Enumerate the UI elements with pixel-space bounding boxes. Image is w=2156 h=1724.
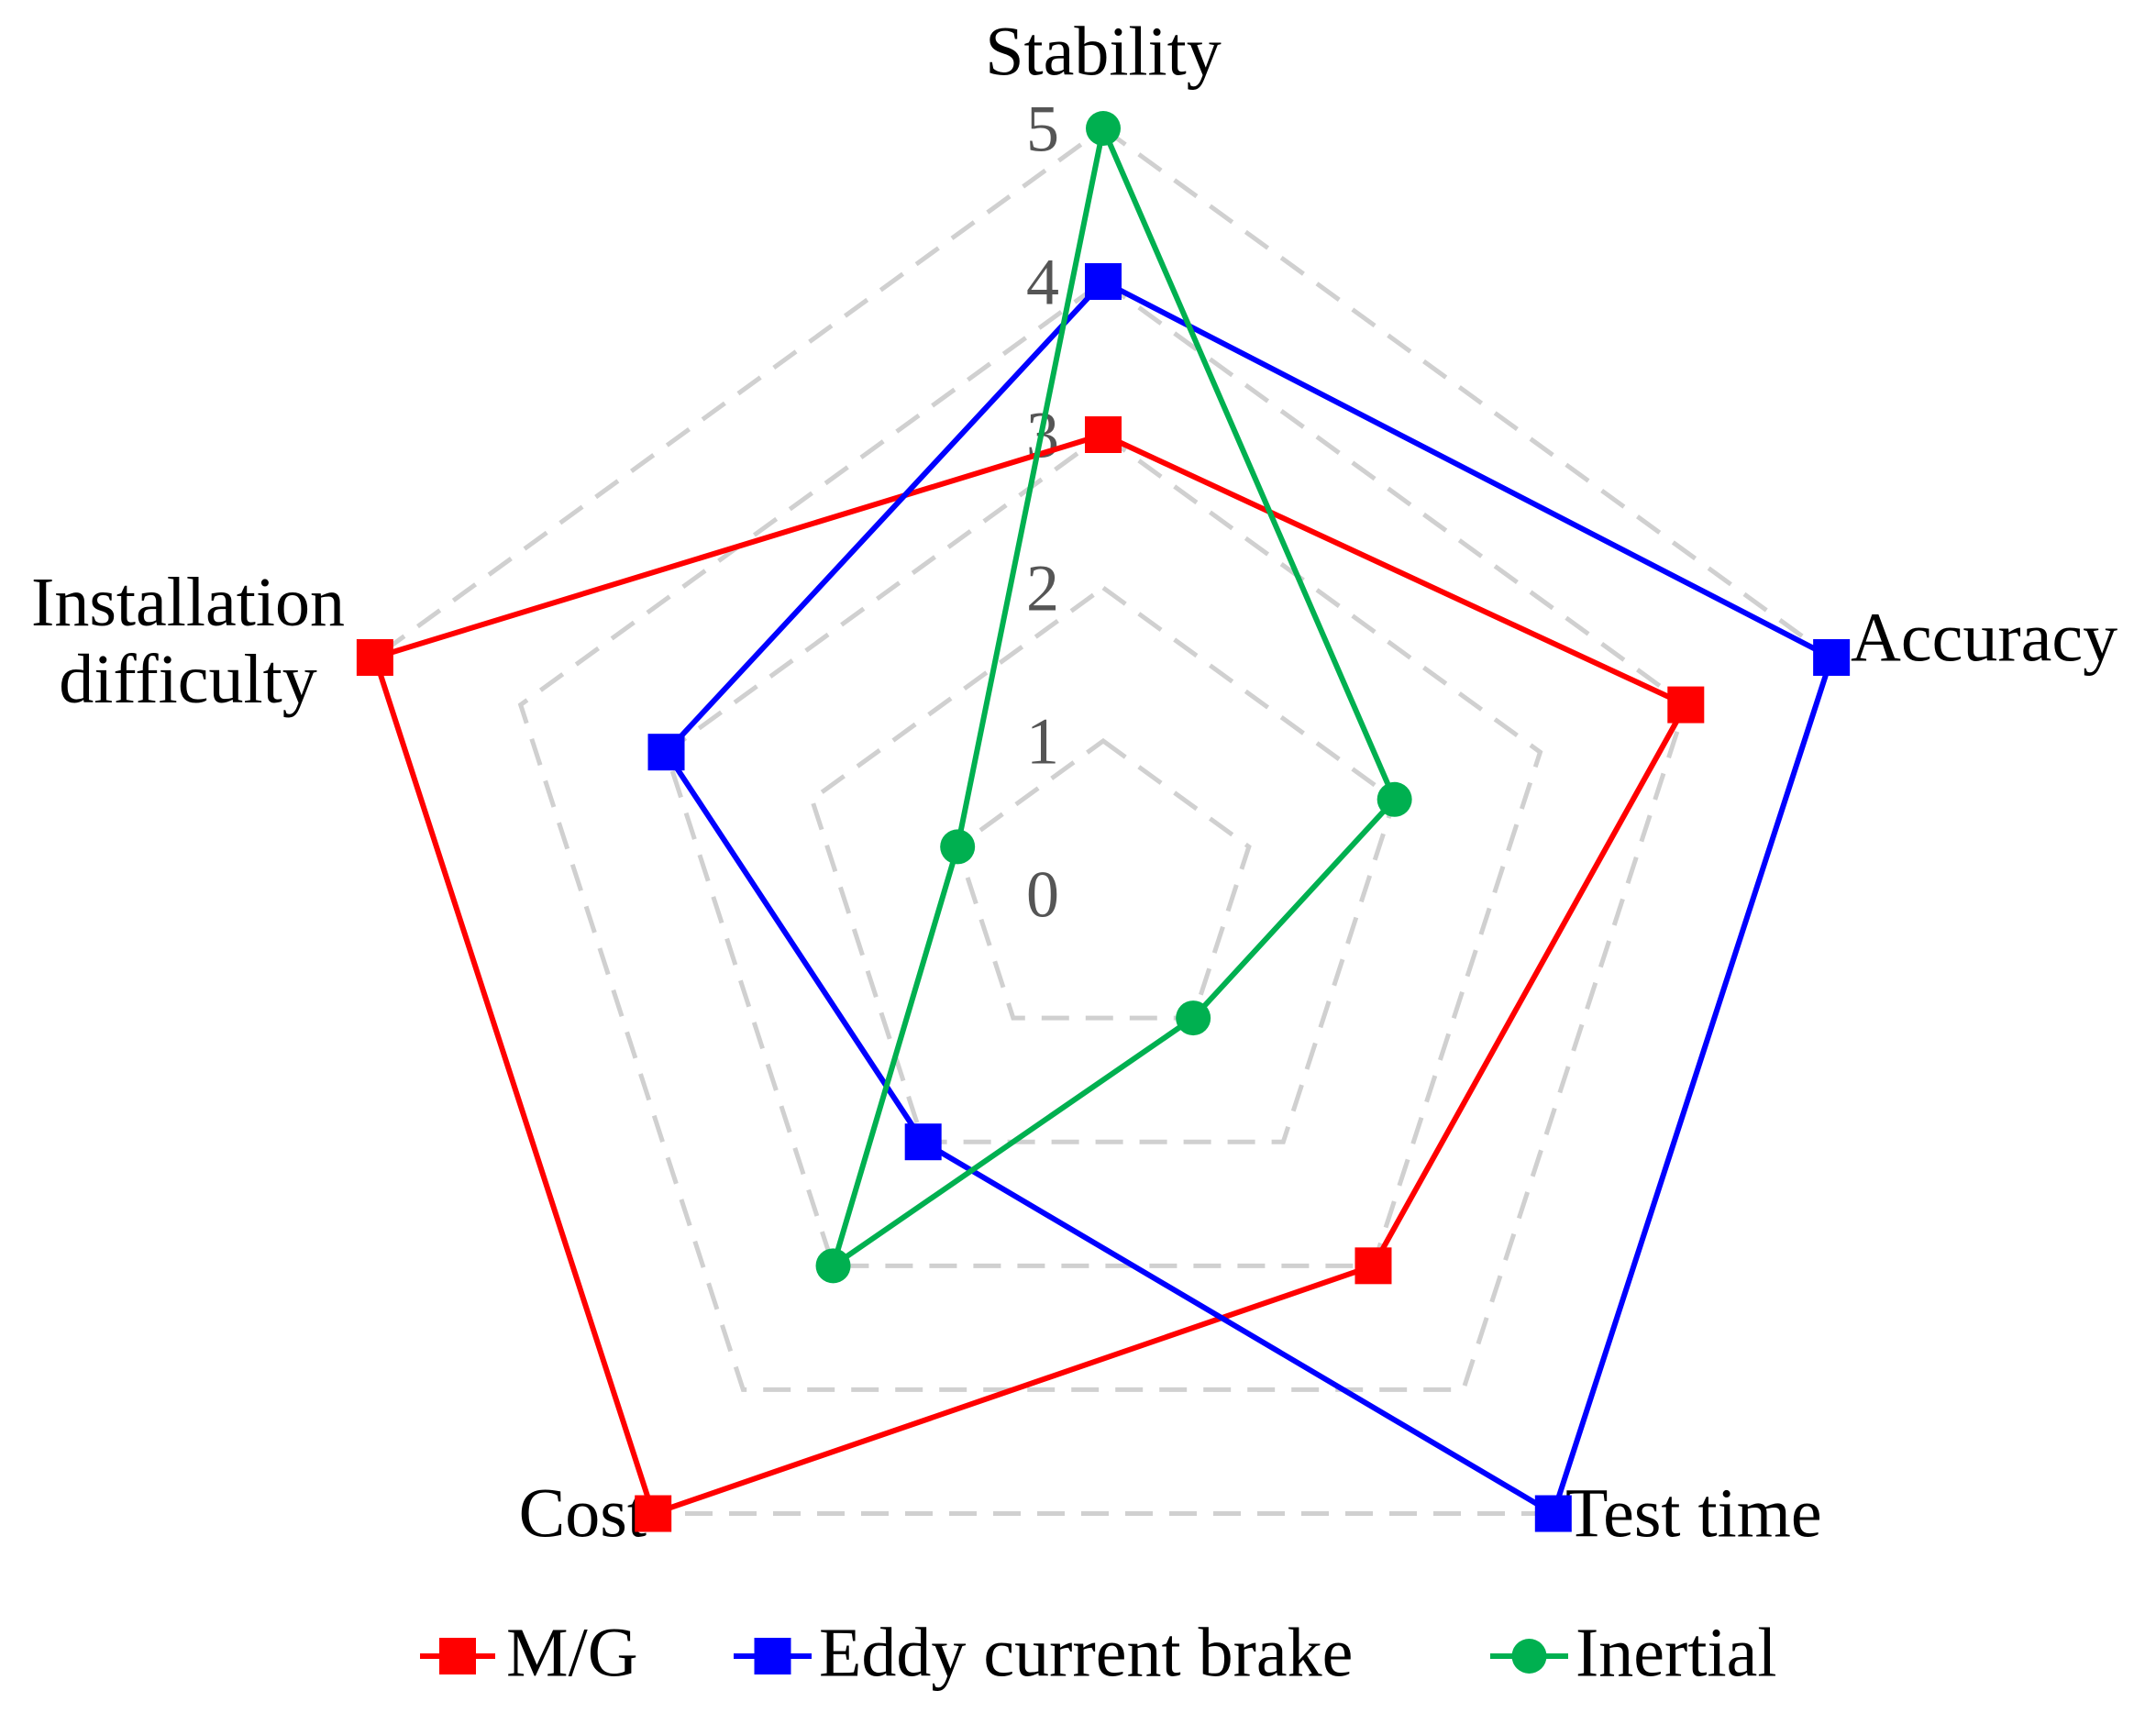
legend-marker: [1511, 1639, 1547, 1674]
data-point: [1813, 638, 1851, 676]
grid-ring: [663, 431, 1543, 1268]
category-label: Accuracy: [1851, 599, 2117, 676]
data-point: [1667, 686, 1705, 724]
series-line: [662, 278, 1835, 1519]
data-point: [815, 1248, 851, 1284]
tick-label: 2: [1026, 552, 1059, 625]
legend-label: M/G: [506, 1614, 638, 1691]
series-line: [828, 119, 1399, 1273]
data-point: [1534, 1495, 1572, 1532]
tick-label: 1: [1026, 705, 1059, 779]
category-label: Test time: [1565, 1475, 1822, 1552]
data-point: [1176, 1000, 1211, 1036]
tick-label: 5: [1026, 93, 1059, 166]
grid-ring: [955, 737, 1252, 1021]
data-point: [1377, 781, 1412, 817]
category-label: Cost: [519, 1475, 647, 1552]
grid-ring: [809, 584, 1398, 1144]
grid-ring: [517, 278, 1689, 1392]
data-point: [1085, 416, 1122, 453]
category-label: Stability: [985, 13, 1222, 90]
tick-label: 4: [1026, 246, 1059, 319]
series-line: [371, 431, 1690, 1518]
legend-marker: [439, 1638, 476, 1674]
data-point: [647, 734, 685, 771]
legend-label: Inertial: [1576, 1614, 1776, 1691]
legend-label: Eddy current brake: [819, 1614, 1353, 1691]
grid-ring: [371, 125, 1835, 1517]
data-point: [356, 638, 393, 676]
data-point: [1085, 263, 1122, 300]
category-label: Installation difficulty: [31, 564, 345, 718]
data-point: [940, 829, 976, 865]
tick-label: 0: [1026, 858, 1059, 932]
data-point: [1354, 1247, 1392, 1285]
data-point: [1086, 111, 1121, 146]
legend-marker: [754, 1638, 791, 1674]
data-point: [904, 1123, 942, 1161]
data-point: [635, 1495, 672, 1532]
